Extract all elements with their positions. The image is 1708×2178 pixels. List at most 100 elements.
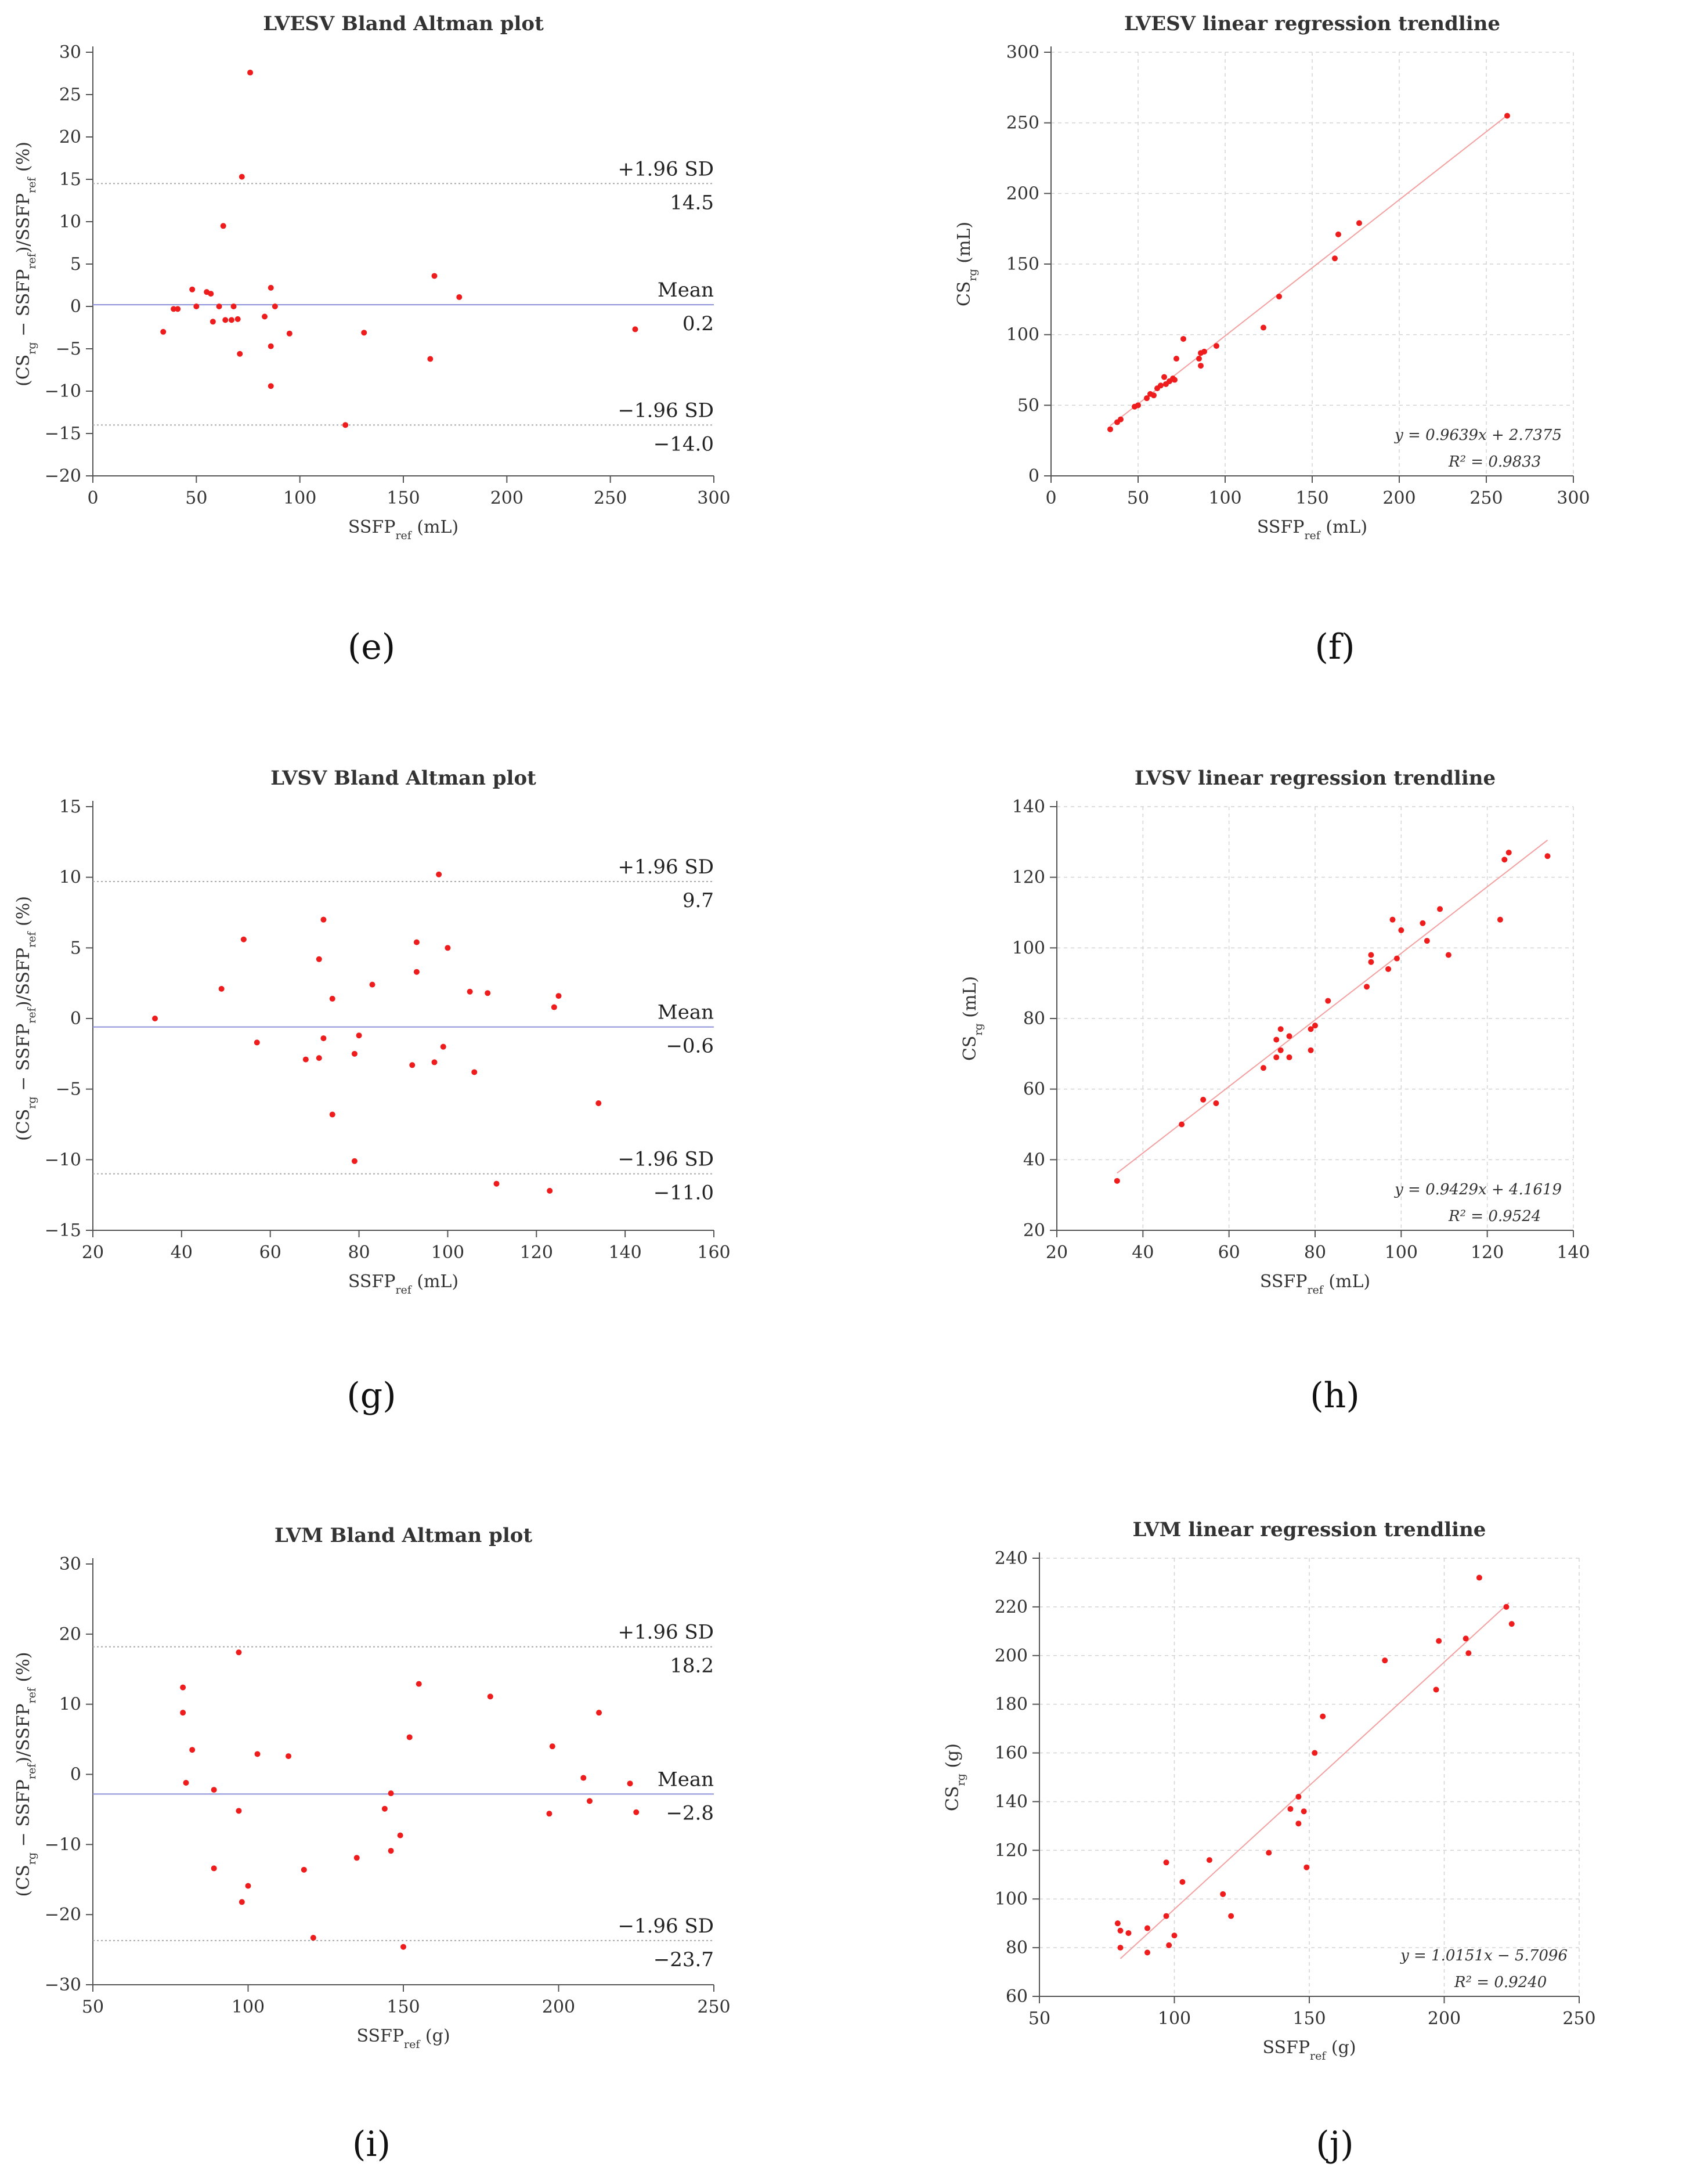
x-tick-label: 80 xyxy=(1304,1242,1326,1263)
chart-panel-f: LVESV linear regression trendline 0 50 100 1… xyxy=(854,0,1708,580)
y-tick-label: 300 xyxy=(1006,42,1039,63)
data-point xyxy=(1286,1054,1292,1060)
data-point xyxy=(230,304,237,309)
y-tick-label: −20 xyxy=(45,466,81,486)
data-point xyxy=(1320,1713,1326,1720)
y-tick-label: 60 xyxy=(1006,1986,1028,2007)
x-tick-label: 250 xyxy=(594,488,627,508)
y-tick-label: −5 xyxy=(56,1079,81,1100)
chart-title: LVESV Bland Altman plot xyxy=(263,12,544,35)
data-point xyxy=(1171,1933,1178,1939)
data-point xyxy=(1151,392,1157,399)
x-tick-label: 150 xyxy=(1295,488,1328,508)
data-point xyxy=(388,1790,394,1797)
data-point xyxy=(254,1039,260,1046)
line-label: Mean xyxy=(658,1768,714,1791)
y-tick-label: 0 xyxy=(1028,466,1039,486)
chart-title: LVESV linear regression trendline xyxy=(1124,12,1500,35)
panel-label-h: (h) xyxy=(1310,1375,1360,1416)
x-tick-label: 250 xyxy=(1469,488,1503,508)
data-point xyxy=(1135,402,1141,409)
data-point xyxy=(1179,1879,1186,1885)
chart-panel-e: LVESV Bland Altman plot 0 50 100 150 200 250 30… xyxy=(0,0,854,580)
data-point xyxy=(1389,916,1396,923)
y-tick-label: 20 xyxy=(1023,1220,1045,1241)
y-axis-label: (CSrg − SSFPref)/SSFPref (%) xyxy=(13,1652,38,1897)
y-tick-label: 150 xyxy=(1006,254,1039,274)
data-point xyxy=(245,1883,251,1889)
r-squared: R² = 0.9240 xyxy=(1454,1974,1547,1991)
data-point xyxy=(1303,1864,1310,1870)
line-value: 9.7 xyxy=(683,889,714,912)
data-point xyxy=(272,304,278,309)
chart-panel-h: LVSV linear regression trendline 20 40 60 80… xyxy=(854,754,1708,1335)
data-point xyxy=(222,317,229,323)
line-value: 0.2 xyxy=(683,312,714,335)
x-tick-label: 40 xyxy=(171,1242,193,1263)
x-axis-label: SSFPref (mL) xyxy=(1257,517,1367,542)
chart-svg: LVESV linear regression trendline 0 50 100 1… xyxy=(954,12,1590,542)
data-point xyxy=(633,1809,640,1815)
data-point xyxy=(1214,343,1219,349)
data-point xyxy=(595,1100,602,1106)
data-point xyxy=(193,304,200,309)
data-point xyxy=(1144,1949,1150,1956)
y-tick-label: −20 xyxy=(45,1905,81,1925)
x-tick-label: 20 xyxy=(1046,1242,1068,1263)
line-label: −1.96 SD xyxy=(618,1915,714,1938)
data-point xyxy=(1117,1945,1124,1951)
data-point xyxy=(409,1062,416,1068)
data-point xyxy=(189,1747,196,1753)
y-tick-label: 10 xyxy=(59,868,81,888)
chart-title: LVSV linear regression trendline xyxy=(1135,767,1496,790)
y-tick-label: 50 xyxy=(1017,395,1039,416)
chart-svg: LVM linear regression trendline 50 100 150 2… xyxy=(943,1518,1596,2063)
data-point xyxy=(580,1775,587,1781)
y-tick-label: 200 xyxy=(995,1646,1028,1666)
x-tick-label: 250 xyxy=(697,1997,730,2017)
panel-label-g: (g) xyxy=(346,1375,396,1416)
y-tick-label: 20 xyxy=(59,1624,81,1645)
data-point xyxy=(1437,906,1443,912)
data-point xyxy=(211,1865,217,1872)
data-point xyxy=(1166,1942,1172,1948)
y-axis-label: (CSrg − SSFPref)/SSFPref (%) xyxy=(13,142,38,387)
data-point xyxy=(1368,959,1374,965)
data-point xyxy=(361,330,367,336)
y-tick-label: 120 xyxy=(1012,868,1045,888)
data-point xyxy=(1196,356,1202,362)
data-point xyxy=(1228,1913,1234,1919)
data-point xyxy=(316,1055,322,1061)
data-point xyxy=(1261,1065,1266,1071)
y-tick-label: 20 xyxy=(59,127,81,147)
y-axis-label: (CSrg − SSFPref)/SSFPref (%) xyxy=(13,896,38,1141)
data-point xyxy=(596,1710,602,1716)
data-point xyxy=(1277,1026,1284,1032)
line-value: 18.2 xyxy=(670,1655,714,1678)
y-tick-label: 10 xyxy=(59,1695,81,1715)
y-tick-label: 10 xyxy=(59,212,81,232)
y-tick-label: 15 xyxy=(59,797,81,817)
x-tick-label: 100 xyxy=(1208,488,1241,508)
data-point xyxy=(356,1032,362,1039)
chart-title: LVM linear regression trendline xyxy=(1133,1518,1486,1541)
y-tick-label: 5 xyxy=(70,254,81,274)
chart-panel-j: LVM linear regression trendline 50 100 150 2… xyxy=(854,1509,1708,2118)
data-point xyxy=(228,317,234,323)
data-point xyxy=(218,985,225,992)
data-point xyxy=(1144,395,1150,402)
data-point xyxy=(1201,348,1207,355)
y-axis-label: CSrg (mL) xyxy=(954,222,979,306)
y-tick-label: 100 xyxy=(995,1889,1028,1909)
data-point xyxy=(1504,113,1510,119)
x-tick-label: 100 xyxy=(283,488,316,508)
data-point xyxy=(237,351,243,357)
data-point xyxy=(632,326,638,333)
chart-panel-g: LVSV Bland Altman plot 20 40 60 80 100 120 140 1… xyxy=(0,754,854,1335)
y-tick-label: 240 xyxy=(995,1548,1028,1569)
x-axis-label: SSFPref (g) xyxy=(356,2026,450,2051)
data-point xyxy=(431,1059,438,1065)
line-value: −2.8 xyxy=(666,1801,714,1825)
data-point xyxy=(487,1693,493,1700)
line-label: Mean xyxy=(658,279,714,302)
